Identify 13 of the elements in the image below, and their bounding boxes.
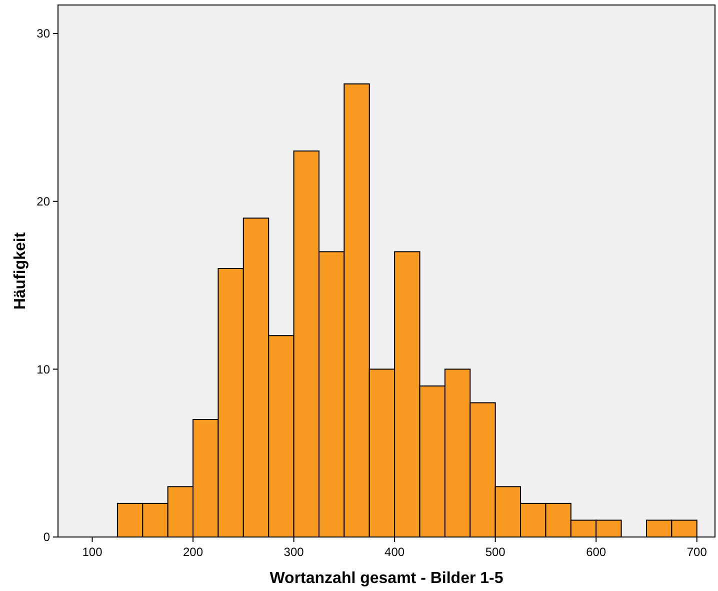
x-tick-label: 200 <box>183 545 204 559</box>
x-tick-label: 300 <box>284 545 304 559</box>
y-tick-label: 0 <box>43 530 50 544</box>
x-axis-title: Wortanzahl gesamt - Bilder 1-5 <box>270 570 504 587</box>
y-tick-label: 30 <box>36 26 50 41</box>
y-tick-label: 10 <box>36 362 50 376</box>
y-axis-title: Häufigkeit <box>12 232 29 310</box>
x-tick-label: 400 <box>384 545 405 559</box>
x-tick-label: 500 <box>485 545 506 559</box>
x-tick-label: 600 <box>586 545 606 559</box>
x-tick-label: 100 <box>82 545 103 559</box>
y-tick-label: 20 <box>36 194 50 209</box>
x-tick-label: 700 <box>686 545 708 559</box>
